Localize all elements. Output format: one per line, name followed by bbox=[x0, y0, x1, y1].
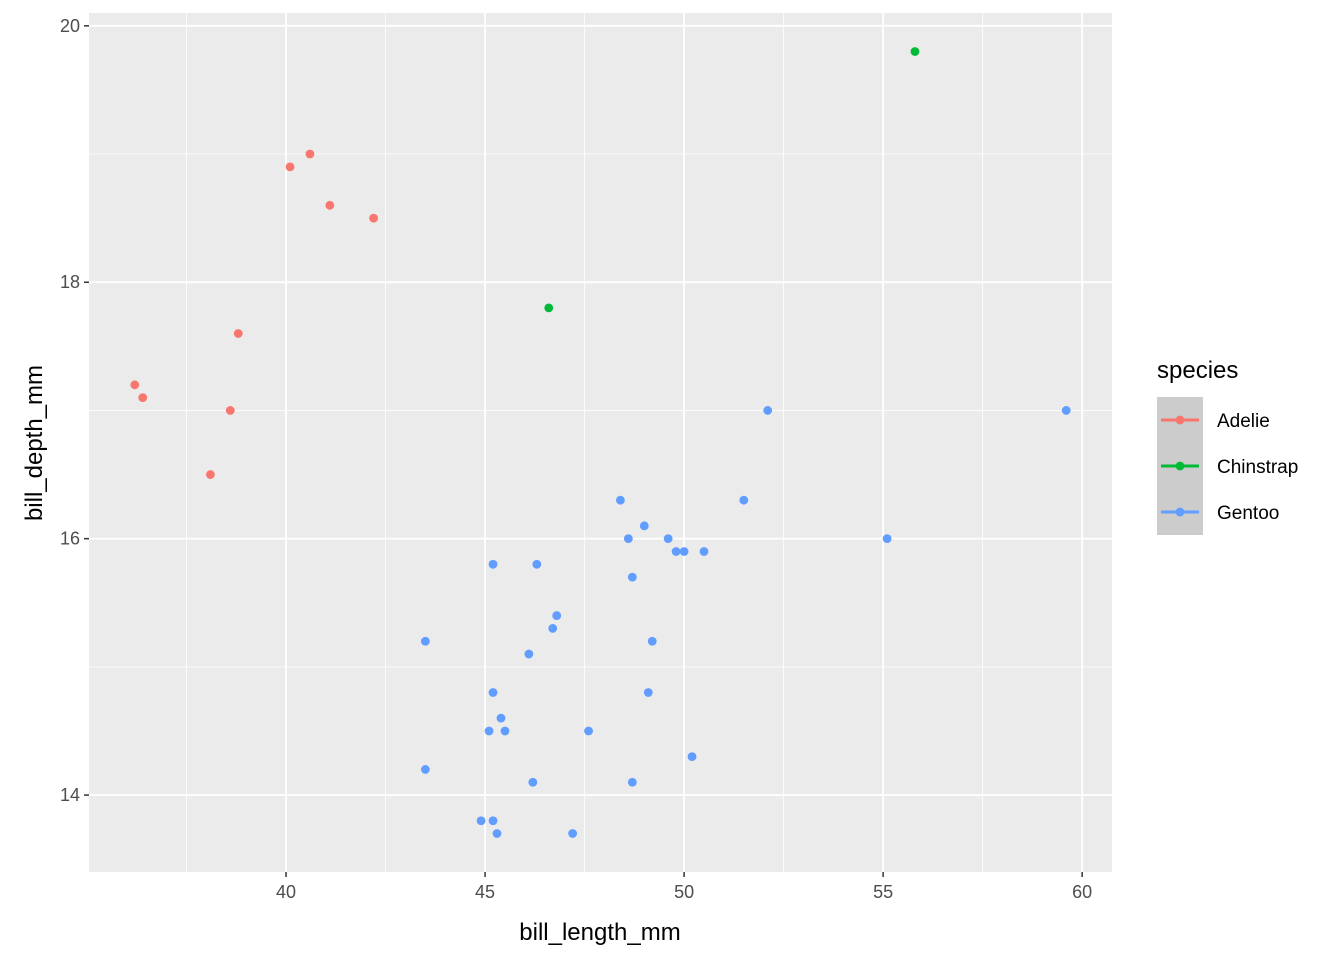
data-point-gentoo bbox=[643, 688, 653, 697]
data-point-gentoo bbox=[532, 559, 542, 569]
data-point-gentoo bbox=[739, 495, 749, 505]
x-tick-label: 55 bbox=[873, 882, 893, 902]
data-point-chinstrap bbox=[910, 47, 920, 56]
data-point-adelie bbox=[130, 380, 140, 390]
legend-item-adelie: Adelie bbox=[1157, 397, 1270, 443]
y-tick-label: 20 bbox=[60, 16, 80, 36]
data-point-gentoo bbox=[639, 521, 649, 531]
x-tick-label: 40 bbox=[276, 882, 296, 902]
data-point-gentoo bbox=[484, 726, 494, 736]
legend-label: Adelie bbox=[1217, 411, 1270, 432]
x-axis-title: bill_length_mm bbox=[519, 919, 680, 946]
legend-key-point bbox=[1175, 507, 1185, 517]
data-point-gentoo bbox=[552, 611, 562, 620]
y-tick-label: 16 bbox=[60, 529, 80, 549]
data-point-adelie bbox=[233, 329, 243, 338]
data-point-gentoo bbox=[492, 829, 502, 838]
data-point-gentoo bbox=[568, 829, 578, 838]
data-point-gentoo bbox=[699, 547, 709, 556]
data-point-gentoo bbox=[882, 534, 892, 544]
data-point-gentoo bbox=[420, 765, 430, 774]
data-point-gentoo bbox=[687, 752, 697, 762]
legend-keys: Adelie Chinstrap Gentoo bbox=[1157, 397, 1298, 535]
legend-item-chinstrap: Chinstrap bbox=[1157, 443, 1298, 489]
data-point-gentoo bbox=[627, 777, 637, 787]
y-tick-label: 18 bbox=[60, 272, 80, 292]
data-point-gentoo bbox=[663, 534, 673, 544]
data-point-gentoo bbox=[420, 636, 430, 646]
x-tick-label: 45 bbox=[475, 882, 495, 902]
x-axis: 40 45 50 55 60 bbox=[276, 872, 1092, 902]
data-point-gentoo bbox=[488, 688, 498, 697]
legend-item-gentoo: Gentoo bbox=[1157, 489, 1279, 535]
data-point-gentoo bbox=[496, 713, 506, 723]
data-point-adelie bbox=[225, 406, 235, 415]
data-point-gentoo bbox=[488, 816, 498, 826]
x-tick-label: 50 bbox=[674, 882, 694, 902]
legend-label: Chinstrap bbox=[1217, 457, 1298, 478]
data-point-gentoo bbox=[647, 636, 657, 646]
data-point-gentoo bbox=[476, 816, 486, 826]
data-point-gentoo bbox=[488, 559, 498, 569]
legend-label: Gentoo bbox=[1217, 503, 1279, 524]
legend-key-point bbox=[1175, 461, 1185, 471]
y-axis: 14 16 18 20 bbox=[60, 16, 89, 805]
legend-title: species bbox=[1157, 357, 1238, 384]
data-point-adelie bbox=[305, 149, 315, 159]
legend: species Adelie Chinstrap Gentoo bbox=[1157, 357, 1298, 535]
panel-background bbox=[89, 13, 1112, 872]
data-point-gentoo bbox=[671, 547, 681, 556]
grid-major bbox=[89, 13, 1112, 872]
data-point-adelie bbox=[325, 200, 335, 210]
x-tick-label: 60 bbox=[1072, 882, 1092, 902]
data-point-gentoo bbox=[679, 547, 689, 556]
data-point-adelie bbox=[369, 213, 379, 223]
data-point-gentoo bbox=[763, 406, 773, 415]
legend-key-point bbox=[1175, 415, 1185, 425]
data-point-gentoo bbox=[627, 572, 637, 582]
data-point-gentoo bbox=[1061, 406, 1071, 415]
data-point-adelie bbox=[285, 162, 295, 172]
data-point-gentoo bbox=[623, 534, 633, 544]
data-point-chinstrap bbox=[544, 303, 554, 313]
data-points bbox=[130, 47, 1071, 838]
data-point-gentoo bbox=[528, 777, 538, 787]
grid-minor bbox=[89, 13, 1112, 872]
data-point-gentoo bbox=[616, 495, 625, 505]
data-point-gentoo bbox=[524, 649, 534, 659]
data-point-adelie bbox=[138, 393, 148, 403]
data-point-gentoo bbox=[548, 624, 558, 633]
y-axis-title: bill_depth_mm bbox=[21, 365, 48, 521]
data-point-gentoo bbox=[584, 726, 593, 736]
data-point-gentoo bbox=[500, 726, 510, 736]
data-point-adelie bbox=[206, 470, 215, 479]
y-tick-label: 14 bbox=[60, 785, 80, 805]
